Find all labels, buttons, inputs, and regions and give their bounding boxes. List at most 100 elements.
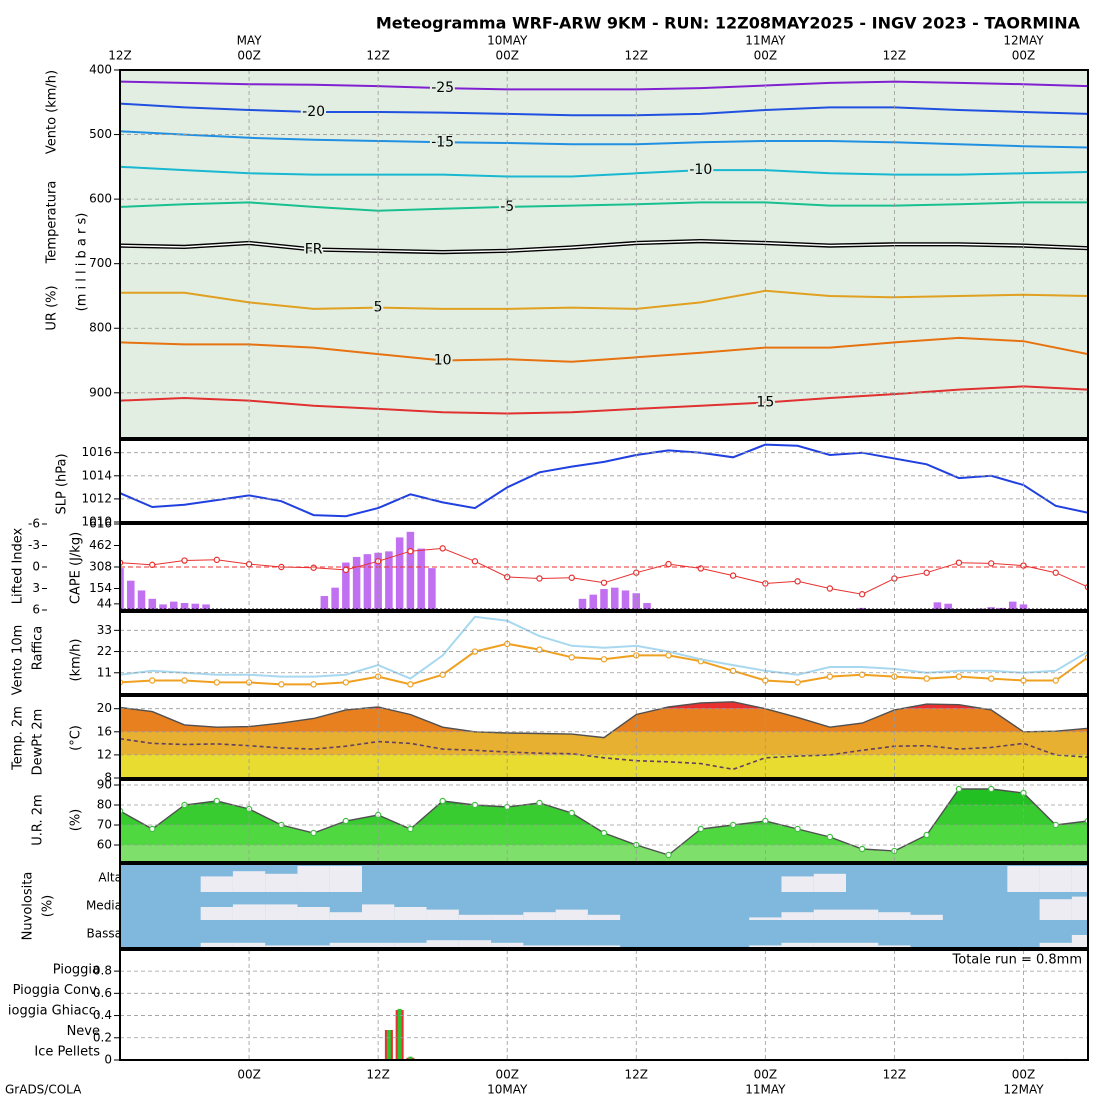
cloud-bar xyxy=(555,945,588,948)
axis-label: (%) xyxy=(41,895,56,918)
bar xyxy=(406,531,415,610)
point xyxy=(794,825,801,833)
point xyxy=(181,677,188,684)
cloud-bar xyxy=(781,942,814,948)
bar xyxy=(578,598,587,610)
row-label: Bassa xyxy=(87,927,122,941)
cloud-bar xyxy=(200,876,233,892)
line-core xyxy=(120,240,1088,253)
cloud-bar xyxy=(329,912,362,920)
point xyxy=(988,560,995,567)
axis-label: Temperatura xyxy=(45,181,60,265)
y-tick-label: 600 xyxy=(89,192,112,206)
time-label: 00Z xyxy=(495,49,519,63)
cloud-bar xyxy=(362,942,395,948)
point xyxy=(213,679,220,686)
cloud-bar xyxy=(297,866,330,892)
point xyxy=(794,578,801,585)
cloud-bar xyxy=(458,914,492,920)
y-tick-label: 0.2 xyxy=(93,1030,112,1044)
line xyxy=(120,737,1088,771)
legend-label: Neve xyxy=(67,1024,100,1039)
contour-label: 5 xyxy=(374,300,383,316)
chart-title: Meteogramma WRF-ARW 9KM - RUN: 12Z08MAY2… xyxy=(376,14,1081,33)
cloud-bar xyxy=(458,940,492,948)
cloud-bar xyxy=(232,942,266,948)
y-tick-label: 44 xyxy=(97,596,112,610)
time-label: 12Z xyxy=(625,1068,649,1082)
y-tick-label: 3 xyxy=(32,581,40,595)
bar xyxy=(643,603,651,610)
contour-label: -15 xyxy=(431,134,454,150)
axis-label: CAPE (J/kg) xyxy=(69,532,84,604)
panel: 60 70 80 90 U.R. 2m (%) xyxy=(31,778,1089,863)
cloud-bar xyxy=(749,945,782,948)
cloud-bar xyxy=(491,942,524,948)
point xyxy=(407,825,414,833)
y-tick-label: 6 xyxy=(32,603,40,617)
axis-label: UR (%) xyxy=(45,285,60,330)
point xyxy=(278,681,285,688)
area-band xyxy=(120,731,1088,755)
cloud-bar xyxy=(265,873,298,892)
y-tick-label: 1014 xyxy=(81,468,112,482)
bar xyxy=(170,601,178,610)
time-label: 12MAY xyxy=(1003,34,1044,48)
point xyxy=(1052,569,1059,576)
bar xyxy=(148,598,157,610)
cloud-bar xyxy=(1007,866,1040,892)
time-label: 12Z xyxy=(883,1068,907,1082)
cloud-bar xyxy=(1071,896,1088,920)
point xyxy=(568,809,575,817)
bar xyxy=(159,604,167,610)
y-tick-label: 0 xyxy=(104,1053,112,1067)
axis-label: Nuvolosita xyxy=(21,872,36,941)
footer: GrADS/COLA xyxy=(5,1083,82,1097)
y-tick-label: 616 xyxy=(89,517,112,531)
legend-label: Pioggia xyxy=(53,963,100,978)
y-tick-label: 462 xyxy=(89,538,112,552)
panel-content xyxy=(200,866,1088,948)
panel-border xyxy=(119,439,1089,523)
area-band xyxy=(120,845,1088,862)
line xyxy=(120,385,1088,415)
axis-label: U.R. 2m xyxy=(31,794,46,845)
time-label: 12Z xyxy=(108,49,132,63)
point xyxy=(568,654,575,661)
panel: 11 22 33 Vento 10m Raffica (km/h) xyxy=(11,611,1089,695)
cloud-bar xyxy=(362,904,395,920)
cloud-bar xyxy=(265,945,298,948)
legend-label: Ice Pellets xyxy=(34,1045,100,1060)
point xyxy=(858,845,866,853)
y-tick-label: 0.6 xyxy=(93,986,112,1000)
cloud-bar xyxy=(813,873,846,892)
point xyxy=(697,825,705,833)
point xyxy=(536,575,543,582)
point xyxy=(213,797,220,805)
point xyxy=(600,579,608,586)
point xyxy=(149,825,156,833)
line xyxy=(120,130,1088,149)
time-label: 12Z xyxy=(366,1068,390,1082)
cloud-bar xyxy=(1071,935,1088,948)
time-label: 11MAY xyxy=(745,1083,786,1097)
bar xyxy=(417,548,425,610)
y-tick-label: 1012 xyxy=(81,491,112,505)
bar xyxy=(386,1030,391,1060)
point xyxy=(342,817,350,825)
point xyxy=(858,671,866,678)
point xyxy=(988,785,995,793)
y-tick-label: 500 xyxy=(89,127,112,141)
contour-label: 10 xyxy=(434,353,452,369)
bar xyxy=(858,607,866,610)
bar xyxy=(933,602,942,610)
y-tick-label: 33 xyxy=(97,623,112,637)
bar xyxy=(397,1008,402,1060)
bar xyxy=(120,568,124,610)
bar xyxy=(1008,601,1017,610)
point xyxy=(600,829,608,837)
axis-label: (°C) xyxy=(69,725,84,751)
contour-label: FR xyxy=(305,241,323,257)
time-label: 00Z xyxy=(1012,1068,1036,1082)
